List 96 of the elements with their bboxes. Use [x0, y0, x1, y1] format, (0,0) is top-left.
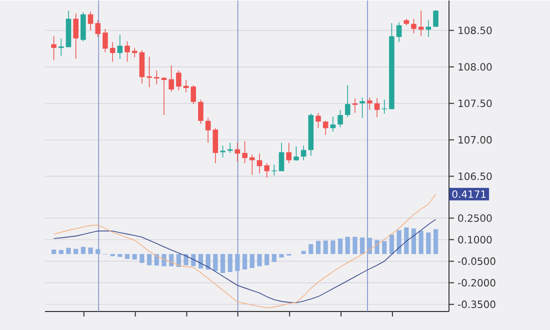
- candlestick: [242, 140, 248, 164]
- candlestick: [110, 41, 116, 62]
- bar: [308, 244, 314, 254]
- candlestick: [146, 56, 152, 88]
- bar: [367, 238, 372, 254]
- bar: [352, 236, 358, 254]
- bar: [228, 254, 232, 272]
- y-tick-label: 108.50: [458, 26, 492, 34]
- bar: [154, 254, 159, 266]
- candlestick: [352, 98, 358, 113]
- bar: [411, 228, 416, 254]
- candlestick: [300, 145, 306, 160]
- candlestick: [294, 146, 299, 162]
- bar: [345, 236, 350, 254]
- candlestick: [102, 28, 108, 52]
- bar: [242, 254, 248, 270]
- bar: [301, 250, 306, 254]
- bar: [213, 254, 218, 271]
- y-tick-label: -0.0500: [458, 257, 496, 265]
- candlestick: [344, 84, 350, 118]
- bar: [52, 249, 56, 254]
- bar: [426, 232, 431, 254]
- bar: [140, 254, 144, 263]
- y-tick-label: 0.1000: [458, 236, 492, 244]
- y-tick-label: 106.50: [458, 172, 492, 180]
- candlestick: [374, 98, 380, 118]
- bar: [374, 240, 380, 254]
- candlestick: [256, 153, 262, 174]
- y-tick-label: 107.50: [458, 99, 492, 107]
- bar: [323, 240, 328, 254]
- candlestick: [278, 142, 284, 172]
- bar: [360, 237, 365, 254]
- candlestick: [227, 142, 233, 154]
- bar: [80, 246, 86, 254]
- bar: [220, 254, 226, 273]
- bar: [118, 254, 122, 257]
- candlestick: [88, 10, 94, 31]
- candlestick: [190, 84, 196, 104]
- candlestick: [360, 96, 365, 118]
- candlestick: [154, 70, 160, 85]
- candlestick: [316, 112, 321, 128]
- bar: [418, 230, 424, 254]
- candlestick: [330, 116, 336, 132]
- candlestick: [411, 18, 416, 34]
- bar: [176, 254, 181, 267]
- bar: [88, 247, 93, 254]
- bar: [96, 248, 100, 254]
- annotation: 0.4171: [452, 190, 486, 198]
- candlestick: [51, 36, 56, 60]
- candlestick: [73, 12, 78, 59]
- bar: [330, 240, 336, 254]
- bar: [235, 254, 240, 271]
- bar: [58, 250, 64, 254]
- bar: [206, 254, 210, 270]
- bar: [198, 254, 204, 268]
- candlestick: [212, 127, 218, 164]
- y-tick-label: 108.00: [458, 62, 492, 70]
- candlestick: [58, 38, 64, 56]
- candlestick: [338, 109, 343, 128]
- bar: [404, 227, 409, 254]
- candlestick: [124, 40, 130, 62]
- bar: [124, 254, 130, 259]
- candlestick: [95, 20, 101, 38]
- candlestick: [322, 120, 328, 135]
- candlestick: [205, 117, 211, 143]
- y-tick-label: -0.3500: [458, 300, 496, 308]
- candlestick: [433, 9, 438, 27]
- bar: [382, 240, 387, 254]
- candlestick: [264, 162, 270, 178]
- bar: [338, 238, 343, 254]
- bar: [74, 248, 78, 254]
- bar: [162, 254, 166, 266]
- bar: [396, 230, 402, 254]
- y-tick-label: -0.2000: [458, 278, 496, 286]
- candlestick: [176, 70, 182, 90]
- bar: [389, 234, 394, 254]
- candlestick: [132, 47, 138, 58]
- candlestick: [286, 142, 292, 164]
- bar: [279, 254, 284, 258]
- bar: [250, 254, 254, 268]
- bar: [316, 240, 321, 254]
- bar: [132, 254, 137, 260]
- bar: [264, 254, 270, 265]
- y-tick-label: 107.00: [458, 136, 492, 144]
- bar: [147, 254, 152, 265]
- candlestick: [117, 34, 123, 59]
- bar: [66, 248, 71, 254]
- candlestick: [168, 64, 174, 92]
- candlestick: [198, 99, 204, 124]
- candlestick: [396, 22, 402, 42]
- bar: [257, 254, 262, 266]
- candlestick: [367, 96, 372, 110]
- bar: [433, 228, 438, 254]
- bar: [184, 254, 188, 265]
- bar: [272, 254, 276, 262]
- y-tick-label: 0.2500: [458, 214, 492, 222]
